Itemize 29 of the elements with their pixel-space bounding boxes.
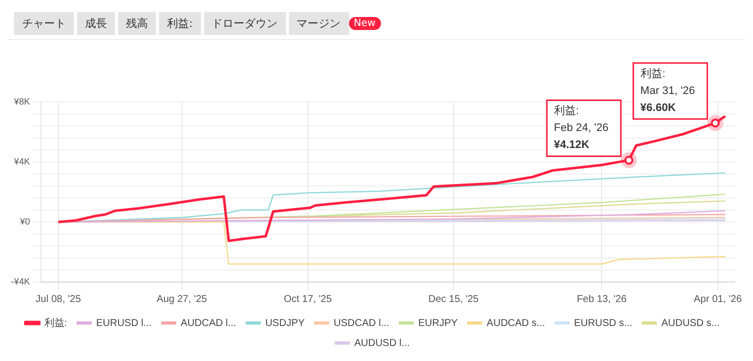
y-tick-label: ¥0 xyxy=(18,216,30,226)
x-tick-label: Feb 13, '26 xyxy=(576,294,627,305)
y-tick-label: -¥4K xyxy=(10,276,30,286)
y-tick-label: ¥8K xyxy=(12,96,30,106)
y-tick-label: ¥4K xyxy=(12,156,30,166)
legend-label: USDCAD l... xyxy=(334,318,390,329)
x-tick-label: Dec 15, '25 xyxy=(428,294,480,305)
x-tick-label: Oct 17, '25 xyxy=(284,294,332,305)
x-tick-label: Apr 01, '26 xyxy=(694,294,742,305)
text: 成長 xyxy=(77,12,115,35)
x-tick-label: Aug 27, '25 xyxy=(156,294,208,305)
legend-label: EURUSD s... xyxy=(574,318,632,329)
text: チャート xyxy=(14,12,74,35)
legend-label: EURJPY xyxy=(418,318,458,329)
legend-label: AUDUSD s... xyxy=(661,318,720,329)
x-tick-label: Jul 08, '25 xyxy=(36,294,82,305)
legend-label: AUDUSD l... xyxy=(354,338,410,349)
text: 残高 xyxy=(118,12,156,35)
legend-label: AUDCAD s... xyxy=(486,318,546,329)
annotation: 利益: Mar 31, '26 ¥6.60K xyxy=(640,67,695,114)
annotation: 利益: Feb 24, '26 ¥4.12K xyxy=(554,104,609,152)
legend-label: USDJPY xyxy=(265,318,305,329)
text: ドローダウン xyxy=(204,12,286,35)
legend-label: 利益: xyxy=(44,316,68,329)
text: 利益: xyxy=(159,12,201,35)
legend-label: AUDCAD l... xyxy=(180,318,236,329)
text: New xyxy=(348,17,381,30)
legend-label: EURUSD l... xyxy=(96,318,152,329)
text: マージン xyxy=(288,12,349,35)
